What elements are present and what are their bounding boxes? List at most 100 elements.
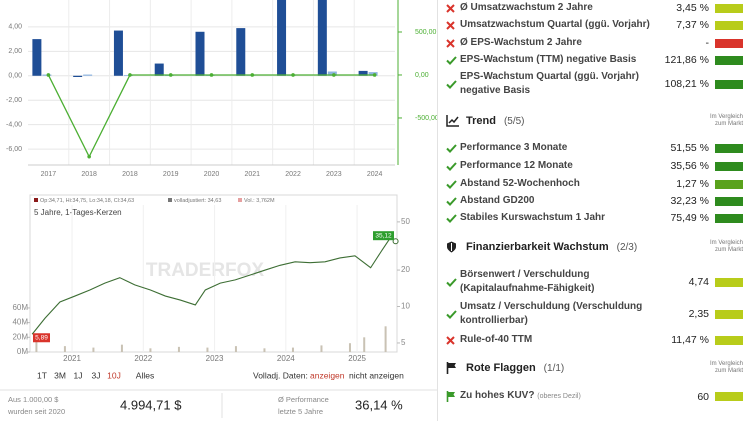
section-header: Rote Flaggen (1/1) Im Vergleich zum Markt [446,358,743,378]
bar [327,71,337,76]
criterion-bar [715,213,743,223]
volume-bar [263,348,266,352]
line-point [332,73,336,77]
line [47,74,375,159]
criterion-bar [715,335,743,345]
criterion-value: 1,27 % [676,178,709,190]
criterion-bar [715,277,743,287]
status-icon [446,309,460,319]
criterion-text: Stabiles Kurswachstum 1 Jahr [460,212,606,223]
x-tick-label: 2018 [81,171,97,178]
y-tick-label: -2,00 [6,97,22,104]
criterion-bar [715,392,743,401]
subtitle: 5 Jahre, 1-Tages-Kerzen [34,208,122,217]
y-tick-label: 4,00 [8,24,22,31]
criterion-bar [715,309,743,319]
criterion-bar [715,79,743,89]
legend-swatch [34,198,38,202]
criterion-row: Umsatz / Verschuldung (Verschuldung kont… [446,300,743,328]
criterion-label: Zu hohes KUV? (oberes Dezil) [460,389,658,404]
adjusted-option[interactable]: nicht anzeigen [349,370,404,380]
y-tick-label: 0,00 [8,73,22,80]
range-button[interactable]: 3M [54,370,66,380]
criterion-label: Umsatz / Verschuldung (Verschuldung kont… [460,300,658,328]
x-tick-label: 2021 [63,354,81,363]
stat-label: Aus 1.000,00 $ [8,395,59,404]
criterion-bar [715,143,743,153]
criterion-text: EPS-Wachstum (TTM) negative Basis [460,54,637,65]
bar [83,74,93,76]
criterion-value: 108,21 % [664,78,709,90]
criterion-row: Stabiles Kurswachstum 1 Jahr 75,49 % [446,211,743,225]
range-button[interactable]: 10J [107,370,121,380]
x-tick-label: 2021 [244,171,260,178]
x-tick-label: 2023 [326,171,342,178]
criterion-row: Ø EPS-Wachstum 2 Jahre - [446,36,743,50]
criterion-text: EPS-Wachstum Quartal (ggü. Vorjahr) nega… [460,71,639,96]
criterion-bar [715,179,743,189]
criterion-value: - [705,37,710,49]
criterion-bar [715,196,743,206]
price-line [31,236,396,335]
range-button[interactable]: Alles [136,370,154,380]
section-score: (1/1) [543,362,565,374]
criterion-text: Performance 12 Monate [460,160,573,171]
criterion-value: 11,47 % [671,334,709,346]
criterion-text: Umsatzwachstum Quartal (ggü. Vorjahr) [460,19,650,30]
criterion-label: Börsenwert / Verschuldung (Kapitalaufnah… [460,268,658,296]
y2-tick-label: -500,00 [415,115,437,122]
stat-sub: wurden seit 2020 [7,407,65,416]
section-icon [446,115,460,127]
criterion-label: Abstand GD200 [460,194,658,208]
line-point [46,73,51,77]
compare-note: Im Vergleich zum Markt [709,240,743,253]
criterion-row: Börsenwert / Verschuldung (Kapitalaufnah… [446,268,743,296]
criterion-text: Zu hohes KUV? [460,390,535,401]
criterion-label: Stabiles Kurswachstum 1 Jahr [460,211,658,225]
bar [32,39,42,76]
criterion-label: EPS-Wachstum (TTM) negative Basis [460,53,658,67]
low-label-box [33,333,50,343]
criterion-label: Performance 3 Monate [460,141,658,155]
x-tick-label: 2020 [204,171,220,178]
volume-bar [92,347,95,352]
section-title: Finanzierbarkeit Wachstum [466,241,609,253]
status-icon [446,196,460,206]
section-score: (2/3) [616,241,638,253]
criterion-text: Ø Umsatzwachstum 2 Jahre [460,2,593,13]
criterion-value: 121,86 % [664,54,709,66]
section-icon [446,362,460,374]
y-tick-label: -4,00 [6,122,22,129]
legend-text: volladjustiert: 34,63 [174,198,221,204]
range-button[interactable]: 1T [37,370,47,380]
volume-bar [348,343,351,352]
criterion-label: Abstand 52-Wochenhoch [460,177,658,191]
status-icon [446,213,460,223]
range-button[interactable]: 1J [74,370,83,380]
criterion-text: Ø EPS-Wachstum 2 Jahre [460,37,582,48]
status-icon [446,38,460,48]
criterion-note: (oberes Dezil) [537,393,581,400]
x-tick-label: 2022 [285,171,301,178]
criterion-bar [715,161,743,171]
criterion-row: Abstand GD200 32,23 % [446,194,743,208]
criterion-label: EPS-Wachstum Quartal (ggü. Vorjahr) nega… [460,70,658,98]
x-tick-label: 2019 [163,171,179,178]
line-point [87,154,91,159]
status-icon [446,391,460,402]
volume-tick-label: 20M [12,332,28,341]
x-tick-label: 2022 [134,354,152,363]
criterion-value: 2,35 [688,308,709,320]
criterion-row: Performance 12 Monate 35,56 % [446,159,743,173]
status-icon [446,179,460,189]
adjusted-option[interactable]: anzeigen [310,370,345,380]
x-tick-label: 2017 [41,171,57,178]
criterion-value: 7,37 % [676,19,709,31]
volume-bar [291,347,294,352]
volume-bar [177,346,180,352]
legend-swatch [168,198,172,202]
criterion-value: 3,45 % [676,2,709,14]
range-button[interactable]: 3J [92,370,101,380]
criterion-text: Börsenwert / Verschuldung (Kapitalaufnah… [460,269,595,294]
